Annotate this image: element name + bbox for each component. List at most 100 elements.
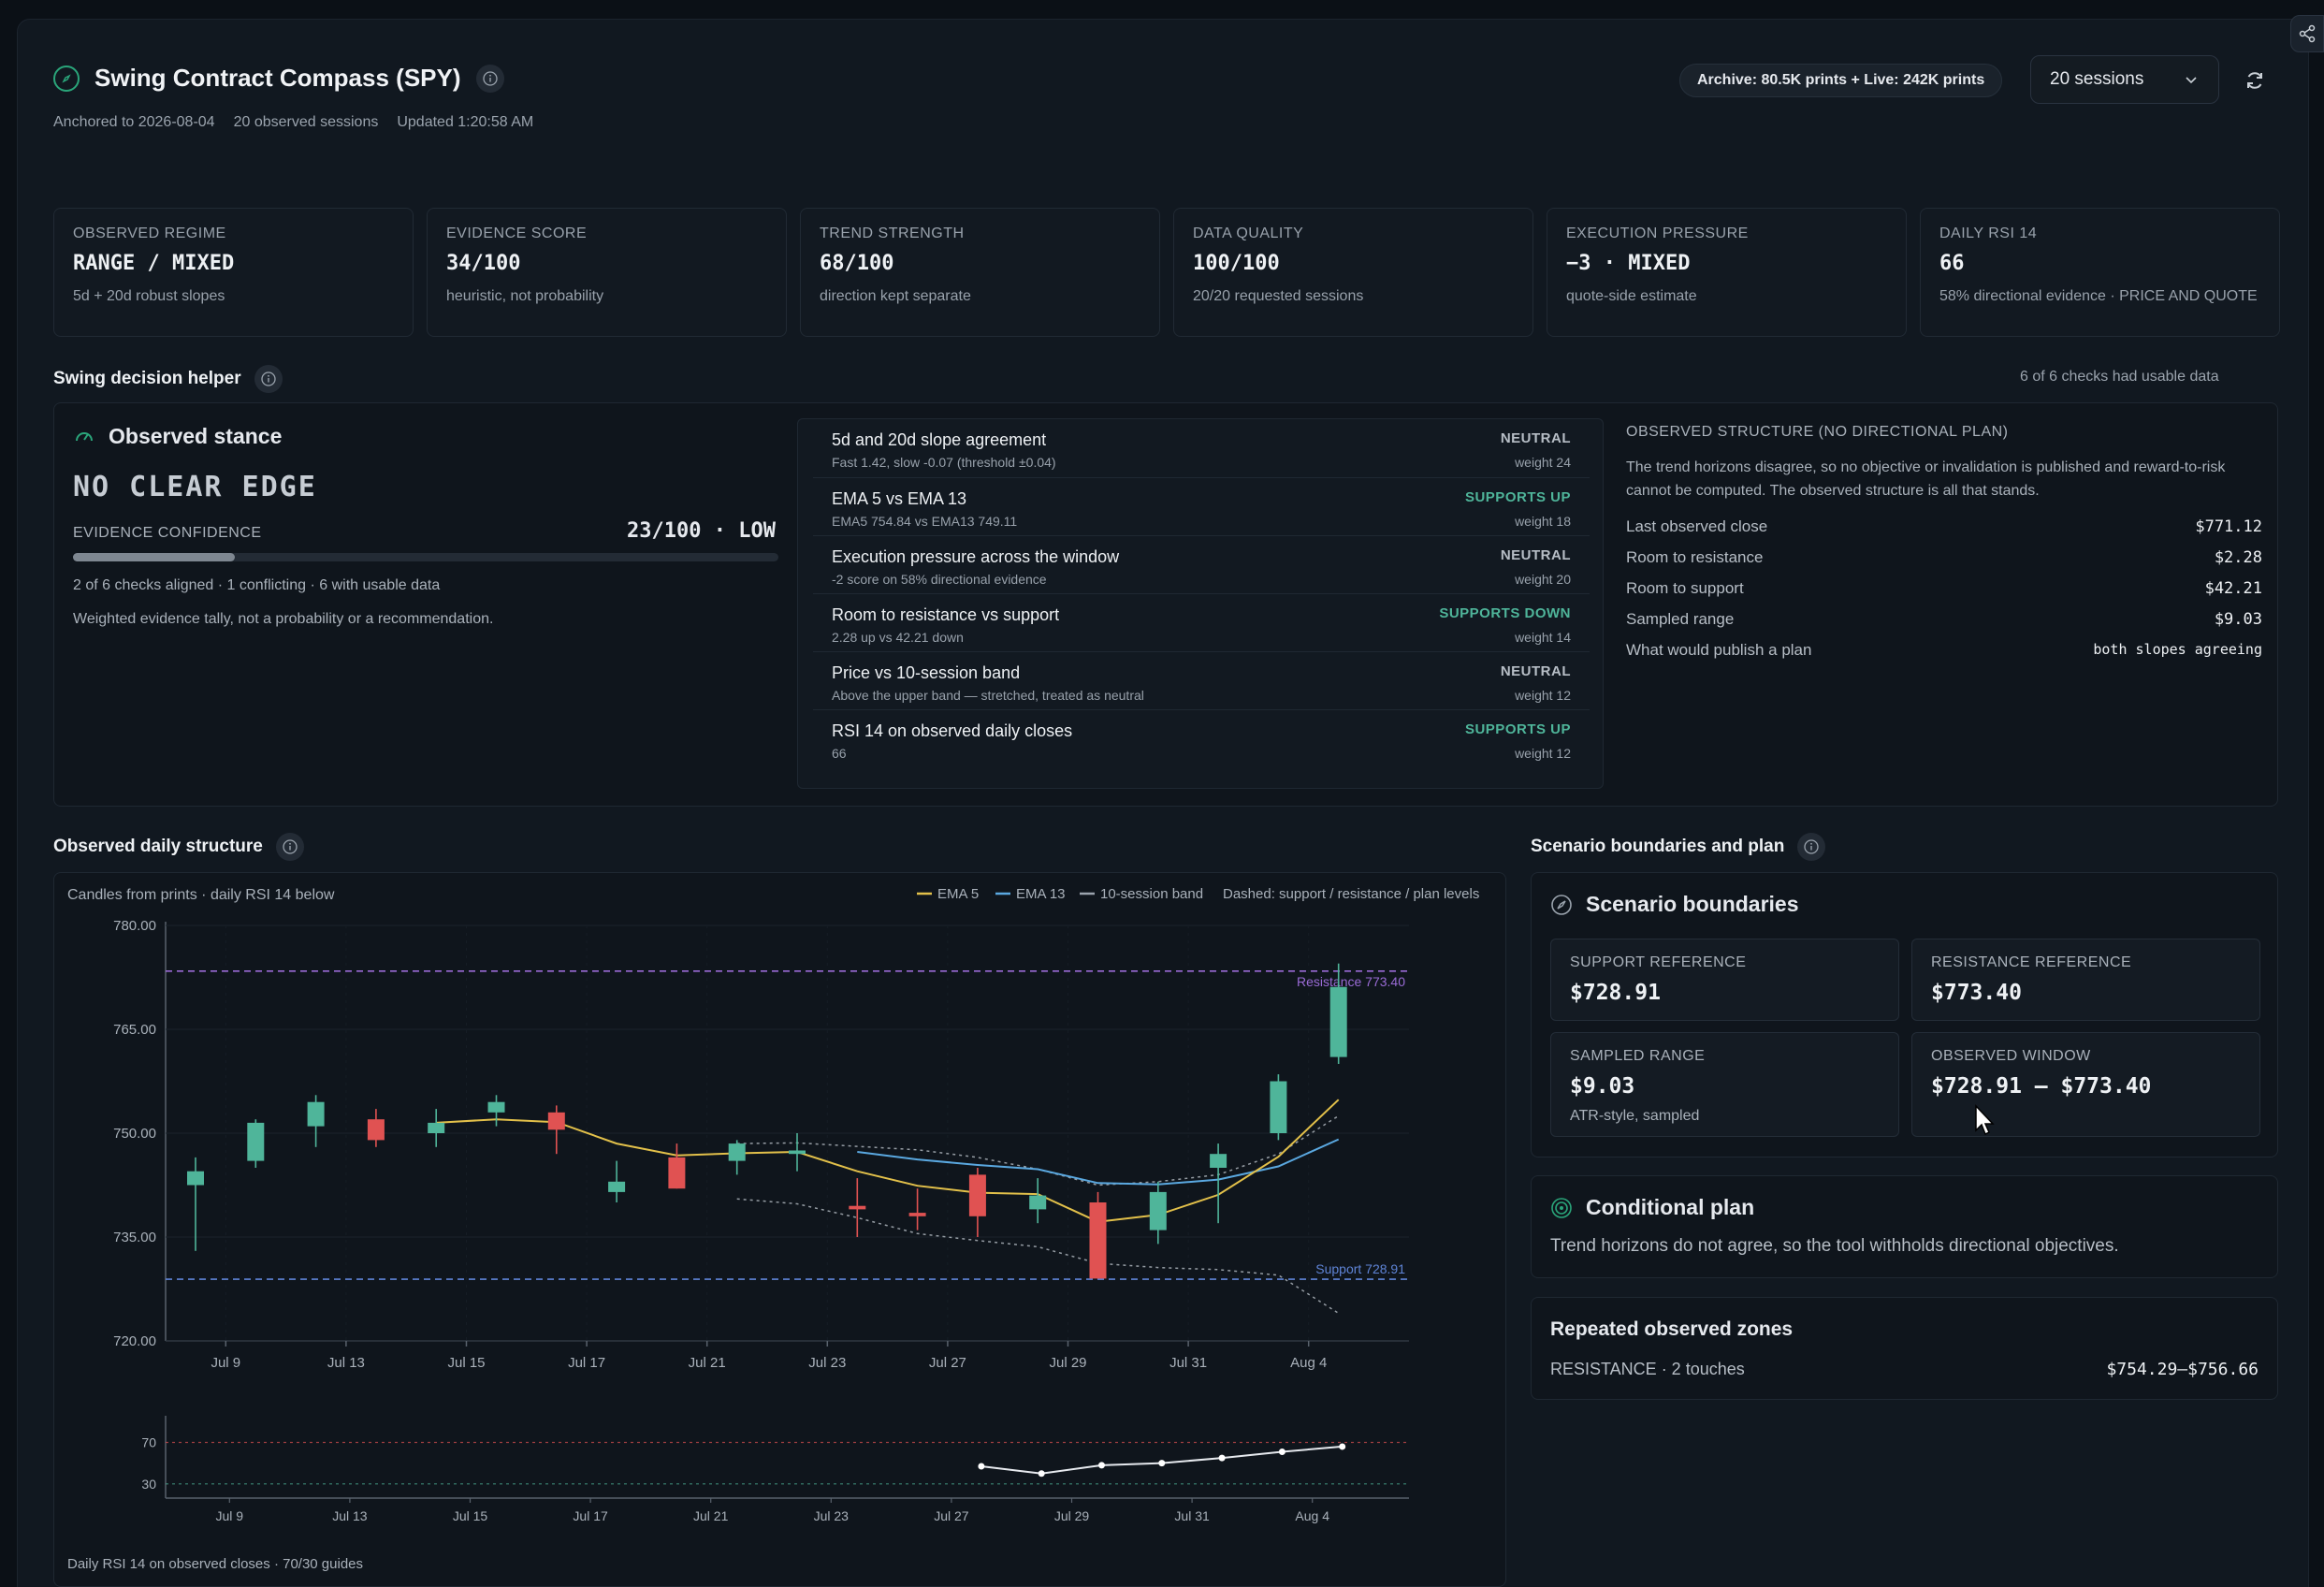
rsi-point <box>1339 1443 1346 1450</box>
check-weight: weight 12 <box>1515 688 1571 703</box>
legend-dashed: Dashed: support / resistance / plan leve… <box>1223 886 1479 902</box>
rsi-x-tick-label: Jul 15 <box>453 1508 488 1523</box>
check-desc: EMA5 754.84 vs EMA13 749.11 <box>832 514 1018 529</box>
candle-body <box>1149 1191 1167 1230</box>
stance-header: Observed stance <box>73 424 282 449</box>
structure-key: Room to resistance <box>1626 548 1764 566</box>
zone-value: $754.29–$756.66 <box>2106 1360 2259 1379</box>
chart-section-title: Observed daily structure <box>53 833 304 861</box>
y-tick-label: 720.00 <box>113 1333 156 1349</box>
y-tick-label: 765.00 <box>113 1022 156 1038</box>
candle-body <box>1270 1081 1287 1133</box>
sessions-select[interactable]: 20 sessions <box>2030 55 2219 104</box>
check-row: Price vs 10-session band Above the upper … <box>813 651 1590 709</box>
structure-row: Last observed close $771.12 <box>1626 517 2262 536</box>
candle-body <box>428 1122 445 1133</box>
refresh-button[interactable] <box>2238 64 2272 97</box>
metric-label: DAILY RSI 14 <box>1939 226 2038 241</box>
rsi-point <box>1038 1470 1045 1478</box>
legend-ema13: EMA 13 <box>1016 886 1066 902</box>
rsi-tick-label: 70 <box>141 1435 156 1450</box>
rsi-x-tick-label: Jul 9 <box>216 1508 244 1523</box>
checks-usable-note: 6 of 6 checks had usable data <box>2020 369 2219 385</box>
gauge-icon <box>76 431 93 441</box>
page-title: Swing Contract Compass (SPY) <box>94 64 461 92</box>
info-icon[interactable] <box>1797 833 1826 861</box>
refresh-icon <box>2247 72 2262 89</box>
check-weight: weight 20 <box>1515 572 1571 587</box>
metric-label: DATA QUALITY <box>1193 226 1304 241</box>
rsi-point <box>1098 1462 1105 1469</box>
metric-label: OBSERVED REGIME <box>73 226 226 241</box>
check-name: RSI 14 on observed daily closes <box>832 721 1073 740</box>
check-verdict: NEUTRAL <box>1500 430 1571 446</box>
ema5-line <box>436 1099 1340 1223</box>
stance-title: Observed stance <box>109 424 283 448</box>
checks-wrap: 5d and 20d slope agreement Fast 1.42, slo… <box>813 419 1590 790</box>
structure-value: $2.28 <box>2214 548 2262 567</box>
structure-label: OBSERVED STRUCTURE (NO DIRECTIONAL PLAN) <box>1626 424 2009 440</box>
structure-value: $771.12 <box>2195 517 2262 536</box>
info-icon[interactable] <box>475 64 504 93</box>
check-name: Execution pressure across the window <box>832 547 1120 566</box>
x-tick-label: Jul 15 <box>447 1355 485 1371</box>
rsi-x-tick-label: Jul 21 <box>693 1508 729 1523</box>
check-desc: Fast 1.42, slow -0.07 (threshold ±0.04) <box>832 455 1056 470</box>
chart-panel: Candles from prints · daily RSI 14 below… <box>53 872 1506 1587</box>
check-desc: 2.28 up vs 42.21 down <box>832 630 964 645</box>
candle-body <box>849 1205 866 1210</box>
candle-body <box>547 1112 565 1130</box>
header-meta: Anchored to 2026-08-04 20 observed sessi… <box>53 114 533 131</box>
support-label: SUPPORT REFERENCE <box>1570 954 1747 970</box>
candle-body <box>1210 1154 1227 1168</box>
check-weight: weight 18 <box>1515 514 1571 529</box>
rsi-x-tick-label: Jul 23 <box>814 1508 850 1523</box>
rsi-x-tick-label: Jul 17 <box>573 1508 608 1523</box>
stance-value: NO CLEAR EDGE <box>73 471 317 503</box>
rsi-x-tick-label: Jul 13 <box>332 1508 368 1523</box>
candle-body <box>608 1181 626 1192</box>
stance-disclaimer: Weighted evidence tally, not a probabili… <box>73 611 494 627</box>
share-button[interactable] <box>2290 15 2324 52</box>
sampled-range-card: SAMPLED RANGE $9.03 ATR-style, sampled <box>1550 1032 1899 1137</box>
conditional-plan-panel: Conditional plan Trend horizons do not a… <box>1531 1175 2278 1278</box>
structure-value: $42.21 <box>2204 579 2262 598</box>
candle-body <box>1329 986 1347 1057</box>
confidence-label: EVIDENCE CONFIDENCE <box>73 525 262 541</box>
metric-card-trend: TREND STRENGTH 68/100 direction kept sep… <box>800 208 1160 337</box>
check-verdict: SUPPORTS UP <box>1464 721 1571 737</box>
metric-label: TREND STRENGTH <box>820 226 965 241</box>
candle-body <box>247 1122 265 1161</box>
chart-caption: Candles from prints · daily RSI 14 below <box>67 887 335 903</box>
x-tick-label: Jul 23 <box>808 1355 846 1371</box>
check-row: 5d and 20d slope agreement Fast 1.42, slo… <box>813 419 1590 477</box>
resistance-reference-card: RESISTANCE REFERENCE $773.40 <box>1911 939 2260 1021</box>
rsi-x-tick-label: Jul 31 <box>1174 1508 1210 1523</box>
candle-body <box>1029 1195 1047 1210</box>
support-label: Support 728.91 <box>1315 1261 1405 1276</box>
candle-body <box>789 1150 806 1155</box>
helper-section-title: Swing decision helper <box>53 365 283 393</box>
check-desc: Above the upper band — stretched, treate… <box>832 688 1144 703</box>
info-icon[interactable] <box>254 365 283 393</box>
x-tick-label: Jul 21 <box>689 1355 726 1371</box>
aligned-note: 2 of 6 checks aligned · 1 conflicting · … <box>73 577 441 593</box>
repeated-zones-panel: Repeated observed zones RESISTANCE · 2 t… <box>1531 1297 2278 1400</box>
chart-title: Observed daily structure <box>53 837 263 856</box>
candle-body <box>668 1157 686 1189</box>
rsi-caption: Daily RSI 14 on observed closes · 70/30 … <box>67 1556 363 1572</box>
metric-card-evidence: EVIDENCE SCORE 34/100 heuristic, not pro… <box>427 208 787 337</box>
rsi-point <box>1158 1460 1166 1467</box>
x-tick-label: Jul 27 <box>929 1355 966 1371</box>
info-icon[interactable] <box>275 833 304 861</box>
helper-title: Swing decision helper <box>53 369 241 388</box>
check-verdict: SUPPORTS DOWN <box>1439 605 1571 621</box>
resistance-value: $773.40 <box>1931 981 2022 1005</box>
check-verdict: NEUTRAL <box>1500 547 1571 563</box>
metric-value: RANGE / MIXED <box>73 252 235 275</box>
metric-card-quality: DATA QUALITY 100/100 20/20 requested ses… <box>1173 208 1533 337</box>
sessions-select-value: 20 sessions <box>2050 69 2144 89</box>
check-row: EMA 5 vs EMA 13 EMA5 754.84 vs EMA13 749.… <box>813 477 1590 535</box>
price-chart: Candles from prints · daily RSI 14 below… <box>67 886 1479 1572</box>
candle-body <box>307 1101 325 1127</box>
